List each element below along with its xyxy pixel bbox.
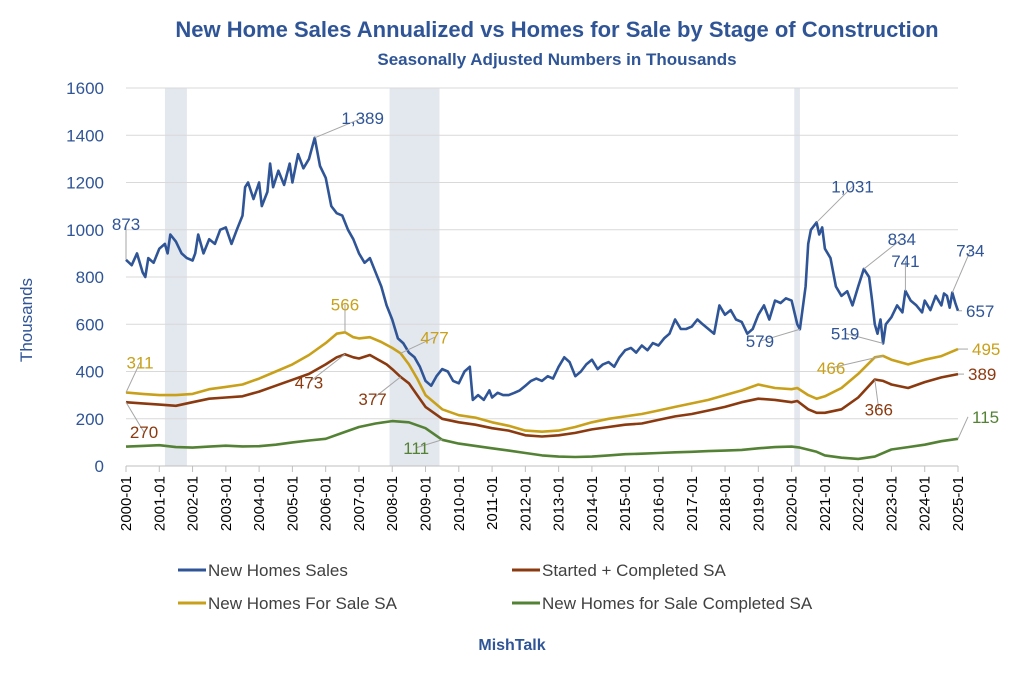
annotation-label: 377 <box>358 390 386 409</box>
x-tick-label: 2011-01 <box>484 476 501 530</box>
annotation-label: 495 <box>972 340 1000 359</box>
x-tick-label: 2010-01 <box>451 476 468 531</box>
annotation-label: 657 <box>966 302 994 321</box>
annotation-label: 270 <box>130 423 158 442</box>
annotation-label: 311 <box>126 354 153 373</box>
x-tick-label: 2017-01 <box>684 476 701 531</box>
x-tick-label: 2024-01 <box>917 476 934 531</box>
x-tick-label: 2002-01 <box>185 476 202 531</box>
annotation-label: 734 <box>956 242 984 261</box>
annotation-label: 115 <box>972 408 999 427</box>
annotation-leader <box>957 416 969 440</box>
annotation-leader <box>125 401 145 433</box>
annotation-label: 1,389 <box>341 109 384 128</box>
series-lines <box>125 136 960 461</box>
annotation-label: 834 <box>888 230 916 249</box>
y-tick-label: 200 <box>76 410 104 429</box>
y-tick-label: 800 <box>76 268 104 287</box>
y-axis-ticks: 0 200 400 600 800 1000 1200 1400 1600 <box>66 79 104 476</box>
annotation-leader <box>125 362 141 393</box>
x-tick-label: 2005-01 <box>284 476 301 531</box>
source-footer: MishTalk <box>478 637 545 654</box>
annotation-label: 389 <box>968 365 996 384</box>
x-axis-ticks: 2000-01 2001-01 2002-01 2003-01 2004-01 2005-… <box>118 466 967 531</box>
y-tick-label: 600 <box>76 315 104 334</box>
x-tick-label: 2025-01 <box>950 476 967 531</box>
x-tick-label: 2004-01 <box>251 476 268 531</box>
y-tick-label: 0 <box>95 457 104 476</box>
x-tick-label: 2014-01 <box>584 476 601 531</box>
x-tick-label: 2021-01 <box>817 476 834 531</box>
y-tick-label: 1400 <box>66 126 104 145</box>
annotation-label: 579 <box>746 332 774 351</box>
annotation-leader <box>308 353 346 383</box>
gridlines <box>126 87 958 467</box>
annotation-leader <box>759 328 801 342</box>
x-tick-label: 2019-01 <box>750 476 767 531</box>
x-tick-label: 2016-01 <box>650 476 667 531</box>
series-line-2 <box>125 331 959 433</box>
legend: New Homes Sales Started + Completed SA New… <box>178 561 813 613</box>
x-tick-label: 2012-01 <box>517 476 534 531</box>
annotation-leader <box>816 186 853 223</box>
y-tick-label: 1000 <box>66 221 104 240</box>
annotation-label: 566 <box>331 295 359 314</box>
x-tick-label: 2003-01 <box>218 476 235 531</box>
x-tick-label: 2007-01 <box>351 476 368 531</box>
annotation-label: 477 <box>420 328 448 347</box>
legend-label-2: New Homes For Sale SA <box>208 594 398 613</box>
annotation-leader <box>951 250 971 293</box>
annotation-label: 519 <box>831 324 859 343</box>
series-line-0 <box>125 136 960 402</box>
annotation-leader <box>844 332 884 344</box>
annotation-leader <box>400 336 435 354</box>
chart-title: New Home Sales Annualized vs Homes for S… <box>175 17 938 42</box>
chart-subtitle: Seasonally Adjusted Numbers in Thousands <box>377 50 736 69</box>
series-line-3 <box>125 419 959 461</box>
x-tick-label: 2020-01 <box>784 476 801 531</box>
annotation-label: 873 <box>112 215 140 234</box>
legend-label-3: New Homes for Sale Completed SA <box>542 594 813 613</box>
x-tick-label: 2008-01 <box>384 476 401 531</box>
y-tick-label: 1200 <box>66 174 104 193</box>
y-tick-label: 1600 <box>66 79 104 98</box>
x-tick-label: 2000-01 <box>118 476 135 531</box>
y-axis-label: Thousands <box>17 278 36 362</box>
annotation-label: 473 <box>295 373 323 392</box>
x-tick-label: 2023-01 <box>883 476 900 531</box>
annotation-leader <box>863 238 903 270</box>
annotation-leader <box>874 379 880 410</box>
y-tick-label: 400 <box>76 363 104 382</box>
annotation-leader <box>416 439 443 449</box>
annotation-label: 111 <box>403 439 429 458</box>
x-tick-label: 2018-01 <box>717 476 734 531</box>
x-tick-label: 2022-01 <box>850 476 867 531</box>
annotation-label: 466 <box>817 359 845 378</box>
series-line-1 <box>125 353 959 438</box>
annotation-label: 366 <box>865 401 893 420</box>
legend-label-0: New Homes Sales <box>208 561 348 580</box>
x-tick-label: 2013-01 <box>551 476 568 531</box>
x-tick-label: 2001-01 <box>151 476 168 531</box>
legend-label-1: Started + Completed SA <box>542 561 726 580</box>
x-tick-label: 2015-01 <box>617 476 634 531</box>
x-tick-label: 2009-01 <box>418 476 435 531</box>
annotation-label: 741 <box>891 252 919 271</box>
x-tick-label: 2006-01 <box>318 476 335 531</box>
annotation-leader <box>372 376 401 400</box>
annotation-label: 1,031 <box>831 177 874 196</box>
annotations: 873 1,389 579 1,031 834 519 741 734 657 311 566 477… <box>112 109 1001 458</box>
annotation-leader <box>831 355 884 369</box>
annotation-leader <box>314 117 363 139</box>
